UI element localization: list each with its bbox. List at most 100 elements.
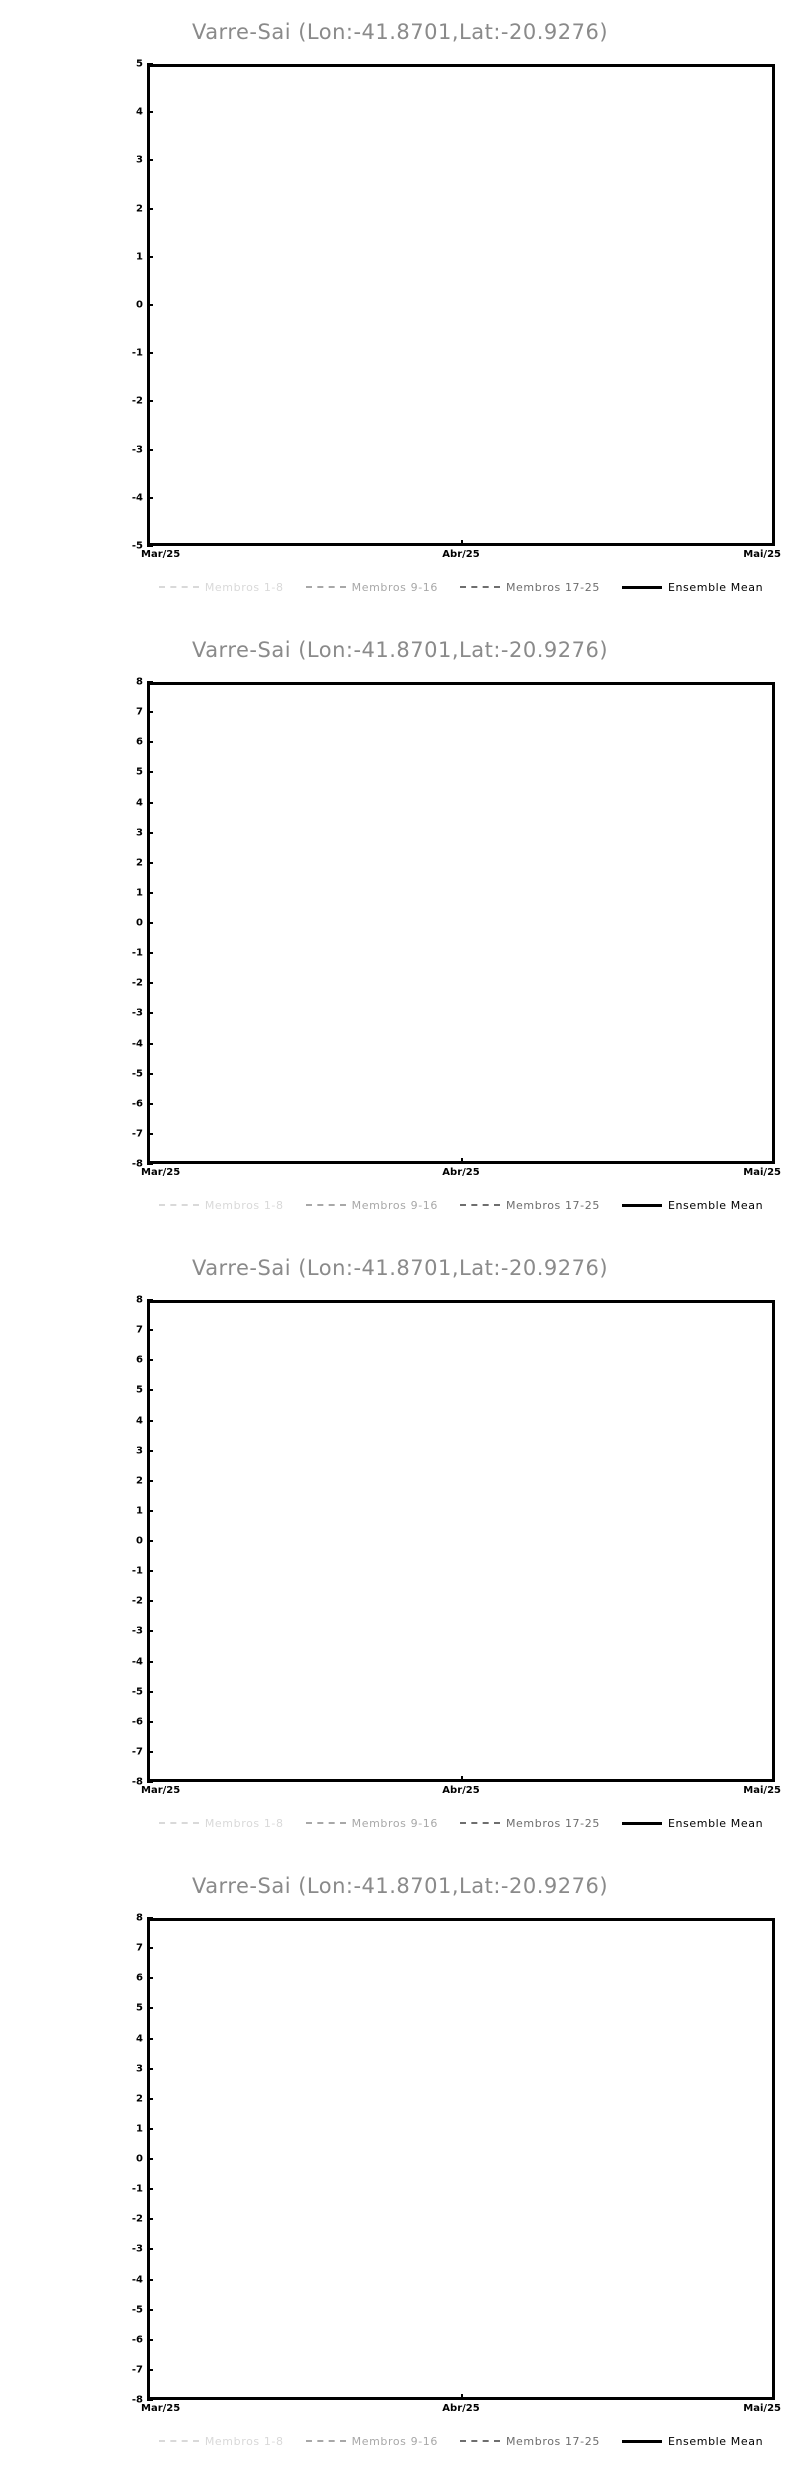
x-tick-label: Abr/25 bbox=[442, 549, 480, 560]
y-tick-label: -8 bbox=[131, 1158, 143, 1170]
y-tick-mark bbox=[147, 1479, 153, 1482]
legend-label: Membros 9-16 bbox=[351, 1198, 438, 1212]
x-tick-label: Abr/25 bbox=[442, 1167, 480, 1178]
legend-swatch-line bbox=[158, 1204, 199, 1206]
plot-frame bbox=[147, 682, 775, 1164]
y-tick-mark bbox=[147, 2007, 153, 2010]
legend-item: Membros 17-25 bbox=[459, 1817, 600, 1830]
y-tick-label: -1 bbox=[131, 2183, 143, 2195]
legend-swatch-line bbox=[459, 1204, 500, 1206]
y-tick-mark bbox=[147, 400, 153, 403]
y-tick-label: 2 bbox=[136, 2093, 143, 2105]
y-tick-mark bbox=[147, 1750, 153, 1753]
y-tick-mark bbox=[147, 831, 153, 834]
chart-panel-3: Varre-Sai (Lon:-41.8701,Lat:-20.9276) Ano… bbox=[0, 1854, 800, 2472]
y-tick-mark bbox=[147, 1419, 153, 1422]
x-tick-label: Abr/25 bbox=[442, 2403, 480, 2414]
chart-legend: Membros 1-8 Membros 9-16 Membros 17-25 Ense… bbox=[147, 578, 775, 596]
legend-swatch-line bbox=[621, 2439, 662, 2443]
legend-item: Membros 1-8 bbox=[158, 1198, 284, 1212]
y-tick-label: 0 bbox=[136, 299, 143, 311]
y-tick-mark bbox=[147, 1102, 153, 1105]
x-tick-label: Mar/25 bbox=[141, 549, 181, 560]
y-tick-label: -6 bbox=[131, 1716, 143, 1728]
y-tick-mark bbox=[147, 982, 153, 985]
y-tick-label: -7 bbox=[131, 2364, 143, 2376]
y-tick-mark bbox=[147, 1947, 153, 1950]
y-tick-label: -2 bbox=[131, 2213, 143, 2225]
y-tick-label: -3 bbox=[131, 2243, 143, 2255]
y-tick-mark bbox=[147, 1600, 153, 1603]
y-tick-mark bbox=[147, 2067, 153, 2070]
y-tick-label: -8 bbox=[131, 1776, 143, 1788]
y-tick-mark bbox=[147, 922, 153, 924]
y-tick-label: 7 bbox=[136, 706, 143, 718]
plot-frame bbox=[147, 1918, 775, 2400]
y-tick-mark bbox=[147, 2278, 153, 2281]
y-tick-mark bbox=[147, 448, 153, 451]
chart-title: Varre-Sai (Lon:-41.8701,Lat:-20.9276) bbox=[191, 1874, 609, 1898]
y-tick-mark bbox=[147, 255, 153, 258]
plot-frame bbox=[147, 1300, 775, 1782]
legend-swatch-line bbox=[459, 1822, 500, 1824]
y-tick-label: -5 bbox=[131, 1068, 143, 1080]
y-tick-mark bbox=[147, 1132, 153, 1135]
y-tick-mark bbox=[147, 2097, 153, 2100]
y-tick-label: 4 bbox=[136, 1415, 143, 1426]
y-tick-mark bbox=[147, 1042, 153, 1045]
y-tick-label: 6 bbox=[136, 736, 143, 748]
y-tick-label: -4 bbox=[131, 2274, 143, 2285]
y-tick-mark bbox=[147, 2338, 153, 2341]
legend-item: Ensemble Mean bbox=[621, 2435, 763, 2448]
y-tick-mark bbox=[147, 111, 153, 114]
y-tick-mark bbox=[147, 1163, 153, 1165]
y-tick-label: -4 bbox=[131, 1038, 143, 1049]
y-tick-label: 5 bbox=[136, 58, 143, 70]
y-tick-label: 3 bbox=[136, 2063, 143, 2075]
y-tick-label: 6 bbox=[136, 1354, 143, 1366]
y-tick-label: 1 bbox=[136, 887, 143, 899]
y-tick-label: 4 bbox=[136, 106, 143, 118]
y-tick-label: 5 bbox=[136, 1384, 143, 1396]
x-tick-label: Mar/25 bbox=[141, 1167, 181, 1178]
y-tick-mark bbox=[147, 2308, 153, 2311]
legend-label: Membros 9-16 bbox=[351, 1816, 438, 1830]
y-tick-mark bbox=[147, 1781, 153, 1783]
x-tick-label: Mai/25 bbox=[743, 2403, 781, 2414]
legend-item: Membros 17-25 bbox=[459, 581, 600, 594]
y-tick-mark bbox=[147, 352, 153, 355]
y-tick-label: -3 bbox=[131, 1625, 143, 1637]
y-tick-mark bbox=[147, 2158, 153, 2160]
legend-swatch-line bbox=[305, 586, 346, 588]
y-tick-mark bbox=[147, 1072, 153, 1075]
legend-swatch-line bbox=[305, 1822, 346, 1824]
y-tick-mark bbox=[147, 1540, 153, 1542]
x-tick-label: Mar/25 bbox=[141, 2403, 181, 2414]
y-tick-label: 4 bbox=[136, 2033, 143, 2044]
y-tick-label: 3 bbox=[136, 827, 143, 839]
y-tick-mark bbox=[147, 1690, 153, 1693]
y-tick-label: 7 bbox=[136, 1324, 143, 1336]
y-tick-label: -6 bbox=[131, 1098, 143, 1110]
legend-swatch-line bbox=[158, 1822, 199, 1824]
legend-label: Membros 1-8 bbox=[204, 1816, 284, 1830]
x-tick-label: Mai/25 bbox=[743, 1785, 781, 1796]
legend-swatch-line bbox=[621, 1821, 662, 1825]
legend-label: Membros 1-8 bbox=[204, 1198, 284, 1212]
y-tick-label: -2 bbox=[131, 395, 143, 407]
y-tick-mark bbox=[147, 1570, 153, 1573]
y-tick-mark bbox=[147, 2218, 153, 2221]
legend-swatch-line bbox=[459, 586, 500, 588]
chart-panel-2: Varre-Sai (Lon:-41.8701,Lat:-20.9276) Ano… bbox=[0, 1236, 800, 1854]
legend-item: Ensemble Mean bbox=[621, 1817, 763, 1830]
y-tick-mark bbox=[147, 891, 153, 894]
y-tick-mark bbox=[147, 681, 153, 683]
y-tick-mark bbox=[147, 1389, 153, 1392]
legend-swatch-line bbox=[621, 585, 662, 589]
y-tick-label: -4 bbox=[131, 1656, 143, 1667]
y-tick-label: -1 bbox=[131, 947, 143, 959]
chart-legend: Membros 1-8 Membros 9-16 Membros 17-25 Ense… bbox=[147, 1196, 775, 1214]
y-tick-label: -2 bbox=[131, 1595, 143, 1607]
y-tick-label: -7 bbox=[131, 1128, 143, 1140]
y-tick-mark bbox=[147, 63, 153, 65]
